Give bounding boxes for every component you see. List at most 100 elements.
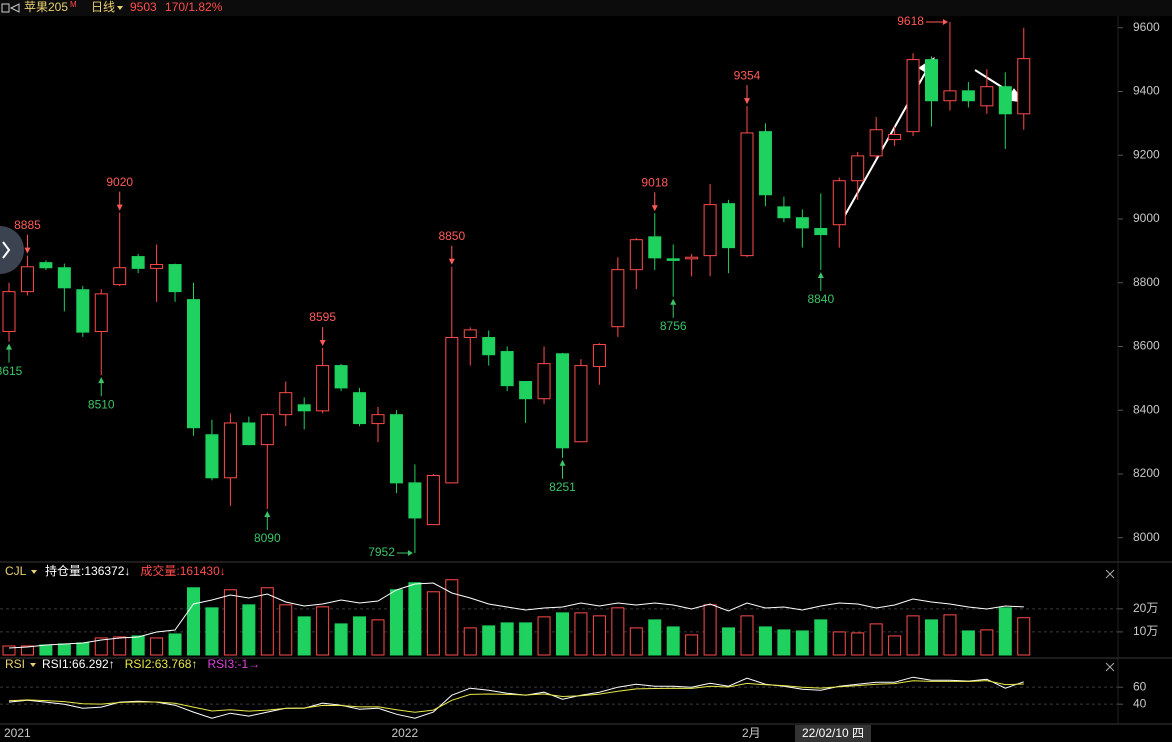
volume-bar	[648, 619, 662, 656]
high-label: 9020	[106, 175, 133, 189]
candle-body	[260, 414, 274, 446]
low-label: 8840	[807, 292, 834, 306]
candle-body	[795, 217, 809, 229]
candle-body	[131, 256, 145, 269]
icon-part[interactable]	[1, 3, 10, 13]
candle-body	[445, 337, 459, 484]
candle-body	[703, 204, 717, 257]
candle-body	[777, 206, 791, 219]
volume-bar	[426, 591, 440, 656]
volume-bar	[260, 587, 274, 656]
candle-body	[39, 262, 53, 269]
dropdown-icon[interactable]	[30, 663, 36, 667]
legend-part: RSI3:	[207, 657, 237, 671]
period[interactable]: 日线	[91, 0, 115, 14]
volume-bar	[888, 635, 902, 656]
arrow-head	[407, 549, 413, 556]
volume-bar	[943, 614, 957, 656]
arrow-head	[744, 98, 750, 105]
volume-bar	[353, 616, 367, 656]
panel-title[interactable]: CJL	[5, 564, 27, 578]
close-button[interactable]	[1105, 569, 1115, 579]
legend-part: 成交量:	[140, 563, 179, 578]
volume-bar	[20, 645, 34, 656]
volume-bar	[537, 616, 551, 656]
candle-body	[94, 293, 108, 332]
icon-part[interactable]	[9, 3, 20, 13]
low-label: 8756	[660, 319, 687, 333]
volume-bar	[463, 627, 477, 656]
volume-bar	[205, 607, 219, 656]
candle-body	[408, 482, 422, 519]
volume-bar	[334, 623, 348, 656]
arrow-head	[6, 343, 12, 350]
dropdown-icon[interactable]	[117, 6, 123, 10]
x-tick-label: 2021	[4, 726, 31, 740]
legend-part: 持仓量:	[45, 563, 84, 578]
candle-body	[205, 434, 219, 479]
panel-title[interactable]: RSI	[5, 657, 25, 671]
candle-body	[537, 363, 551, 400]
cursor-label: 22/02/10 四	[802, 726, 864, 740]
icon-part[interactable]	[1105, 569, 1115, 579]
y-tick-label: 8200	[1133, 466, 1160, 480]
volume-bar	[297, 616, 311, 656]
y-tick-label: 10万	[1133, 624, 1158, 638]
candle-body	[869, 129, 883, 157]
volume-bar	[795, 630, 809, 656]
legend-item: RSI1:66.292↑	[42, 657, 115, 671]
volume-bar	[482, 625, 496, 656]
arrow-head	[24, 247, 31, 254]
y-tick-label: 8600	[1133, 339, 1160, 353]
candle-body	[758, 131, 772, 196]
candle-body	[980, 86, 994, 107]
volume-bar	[851, 632, 865, 656]
y-tick-label: 60	[1133, 679, 1147, 693]
candle-body	[2, 291, 16, 332]
x-tick-label: 2月	[742, 726, 761, 740]
low-label: 7952	[368, 545, 395, 559]
candle-body	[740, 132, 754, 257]
arrow-head	[942, 19, 948, 26]
legend-part: ↑	[109, 657, 115, 671]
symbol-icon[interactable]	[1, 3, 20, 13]
candle-body	[168, 264, 182, 293]
candle-body	[832, 180, 846, 226]
candle-body	[888, 134, 902, 141]
y-tick-label: 9000	[1133, 211, 1160, 225]
volume-bar	[611, 607, 625, 656]
legend-part: RSI1:	[42, 657, 72, 671]
volume-bar	[685, 634, 699, 656]
arrow-head	[319, 340, 326, 347]
dropdown-icon[interactable]	[31, 570, 37, 574]
high-label: 9618	[897, 14, 924, 28]
legend-part: 136372	[84, 564, 124, 578]
candle-body	[851, 155, 865, 182]
volume-bar	[758, 626, 772, 656]
candle-body	[648, 236, 662, 259]
y-tick-label: 9200	[1133, 147, 1160, 161]
volume-bar	[131, 635, 145, 656]
candle-body	[925, 59, 938, 102]
candle-body	[814, 228, 828, 236]
arrow-head	[98, 377, 105, 384]
legend-part: -1	[237, 657, 248, 671]
icon-part[interactable]	[1105, 662, 1115, 672]
close-button[interactable]	[1105, 662, 1115, 672]
volume-bar	[76, 642, 90, 656]
side-toggle[interactable]	[0, 226, 24, 274]
candle-body	[20, 266, 34, 293]
volume-bar	[316, 606, 330, 656]
x-tick-label: 2022	[391, 726, 418, 740]
volume-bar	[592, 615, 606, 656]
candle-body	[187, 299, 200, 429]
candle-body	[316, 365, 330, 412]
volume-bar	[722, 627, 736, 656]
y-tick-label: 9400	[1133, 84, 1160, 98]
symbol[interactable]: 苹果205	[24, 0, 68, 14]
side-toggle-icon[interactable]	[2, 241, 11, 259]
candle-body	[519, 381, 533, 400]
legend-part: ↓	[220, 564, 226, 578]
y-tick-label: 8800	[1133, 275, 1160, 289]
